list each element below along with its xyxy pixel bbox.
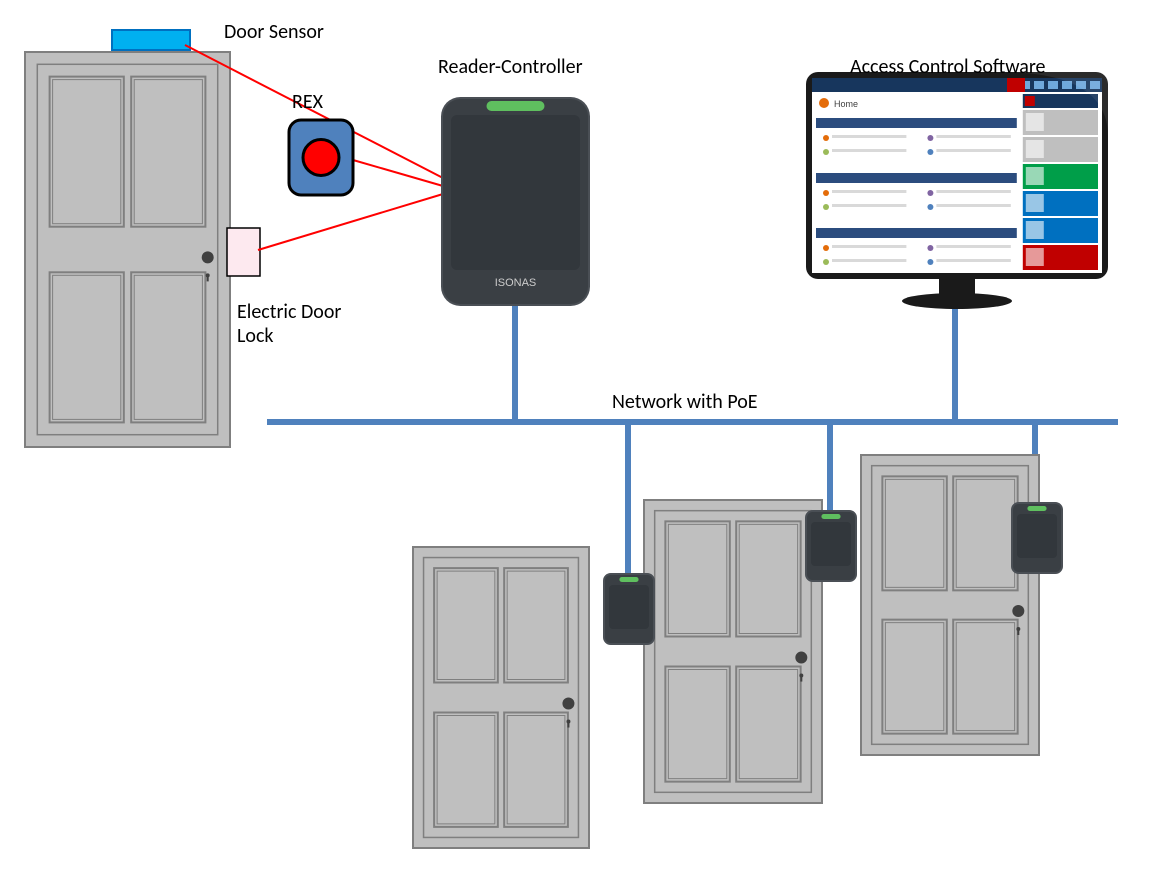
reader-led-icon	[487, 101, 545, 111]
label-rex: REX	[292, 90, 323, 114]
diagram-canvas: ISONAS Home	[0, 0, 1166, 874]
door	[861, 455, 1039, 755]
label-access-software: Access Control Software	[850, 55, 1046, 79]
reader-led-icon	[619, 577, 638, 582]
rex-button-icon	[303, 140, 339, 176]
reader-led-icon	[1027, 506, 1046, 511]
label-door-sensor: Door Sensor	[224, 20, 324, 44]
reader-brand-label: ISONAS	[495, 277, 537, 289]
reader-led-icon	[821, 514, 840, 519]
door	[25, 52, 230, 447]
wire	[258, 194, 443, 250]
label-network: Network with PoE	[612, 390, 758, 414]
svg-text:Home: Home	[834, 99, 858, 109]
door	[413, 547, 589, 848]
door-sensor	[112, 30, 190, 50]
electric-door-lock	[227, 228, 260, 276]
door	[644, 500, 822, 803]
label-reader-controller: Reader-Controller	[438, 55, 583, 79]
label-electric-lock: Electric Door Lock	[237, 300, 341, 348]
wire	[353, 160, 443, 186]
